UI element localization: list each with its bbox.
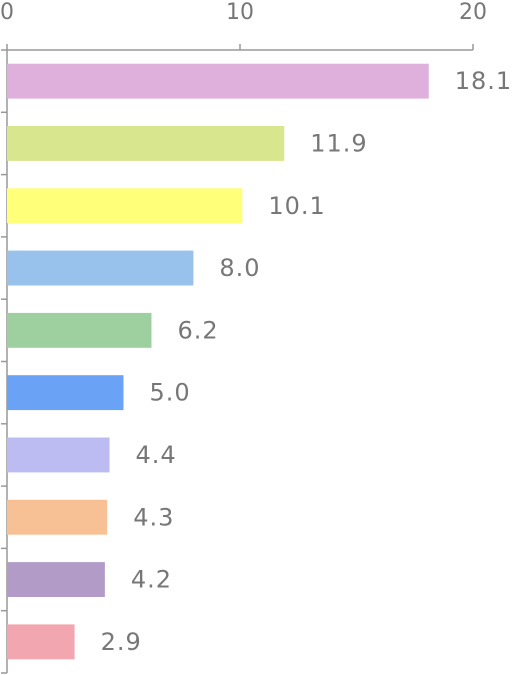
value-label: 4.3 [133, 503, 174, 531]
value-label: 4.2 [131, 566, 172, 594]
bar [7, 375, 124, 411]
value-label: 6.2 [177, 316, 218, 344]
value-label: 18.1 [455, 67, 512, 95]
bar [7, 312, 152, 348]
bar [7, 63, 429, 99]
x-tick-label: 10 [226, 0, 254, 25]
bar [7, 562, 105, 597]
value-label: 11.9 [310, 129, 367, 157]
value-label: 10.1 [268, 192, 325, 220]
value-label: 8.0 [219, 254, 260, 282]
value-label: 2.9 [101, 628, 142, 656]
x-tick-label: 0 [0, 0, 14, 25]
x-tick-label: 20 [459, 0, 487, 25]
bar [7, 499, 108, 535]
bar [7, 624, 75, 660]
value-label: 4.4 [136, 441, 177, 469]
value-label: 5.0 [150, 379, 191, 407]
bar [7, 188, 243, 224]
bar [7, 437, 110, 473]
bar [7, 126, 285, 161]
bar [7, 250, 194, 286]
